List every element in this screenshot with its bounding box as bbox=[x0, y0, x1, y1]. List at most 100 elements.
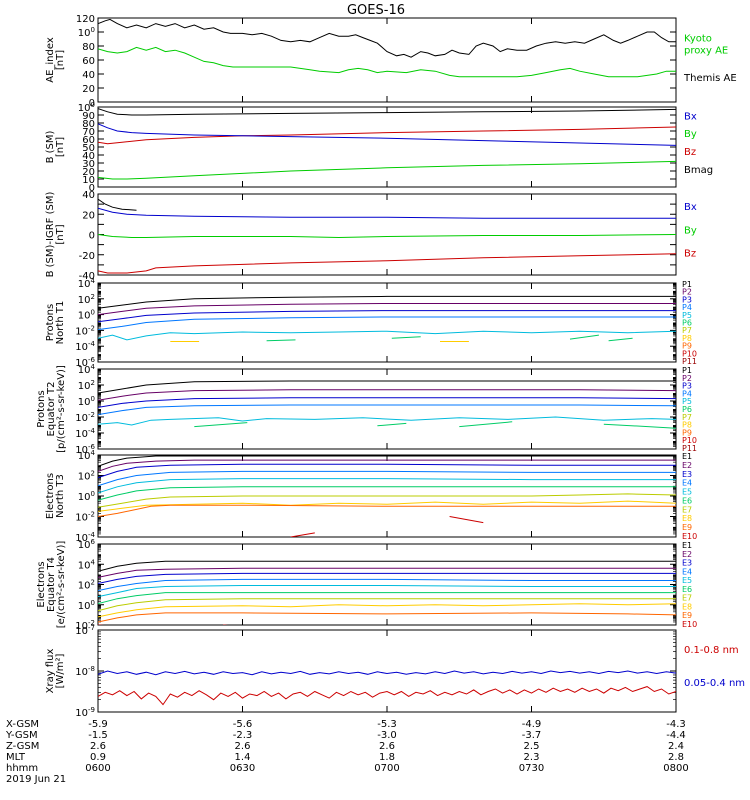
legend-entry: E1 bbox=[682, 452, 692, 461]
x-annotation-value: -4.3 bbox=[666, 719, 686, 730]
y-tick-label: 0 bbox=[89, 231, 95, 242]
series-line bbox=[98, 500, 676, 512]
y-tick-label: 100 bbox=[78, 395, 95, 408]
x-annotation-value: 2.6 bbox=[379, 741, 395, 752]
legend-entry: P2 bbox=[682, 374, 692, 383]
y-tick-label: 10-4 bbox=[75, 531, 95, 544]
x-annotation-value: 2.6 bbox=[235, 741, 251, 752]
y-tick-label: 10-2 bbox=[75, 411, 95, 424]
series-line bbox=[98, 108, 676, 116]
series-line bbox=[608, 337, 633, 342]
series-group bbox=[98, 108, 676, 180]
y-tick-label: 100 bbox=[78, 26, 95, 39]
x-annotation-value: -3.0 bbox=[377, 730, 397, 741]
y-tick-label: 102 bbox=[78, 470, 95, 483]
series-line bbox=[98, 160, 676, 180]
series-line bbox=[98, 303, 676, 316]
y-tick-label: 100 bbox=[78, 309, 95, 322]
legend-entry: Bz bbox=[684, 248, 696, 259]
y-tick-label: 100 bbox=[78, 101, 95, 114]
y-tick-label: 40 bbox=[82, 70, 95, 81]
y-axis-label: [nT] bbox=[55, 137, 66, 157]
y-tick-label: 0 bbox=[89, 98, 95, 109]
series-line bbox=[98, 585, 676, 598]
series-line bbox=[98, 670, 676, 676]
y-tick-label: -40 bbox=[79, 271, 95, 282]
x-annotation-value: 0630 bbox=[230, 763, 255, 774]
series-line bbox=[569, 334, 599, 340]
series-line bbox=[98, 493, 676, 508]
x-annotation-row-label: Z-GSM bbox=[6, 741, 39, 752]
x-annotation-value: 0700 bbox=[374, 763, 399, 774]
legend-entry: E7 bbox=[682, 505, 692, 514]
series-line bbox=[98, 598, 676, 612]
series-line bbox=[98, 198, 137, 211]
y-tick-label: 102 bbox=[78, 293, 95, 306]
x-annotation-value: 0730 bbox=[519, 763, 544, 774]
y-axis-label: Electrons bbox=[45, 473, 56, 519]
series-line bbox=[98, 397, 676, 408]
x-annotation-value: 0.9 bbox=[90, 752, 106, 763]
y-tick-label: 60 bbox=[82, 56, 95, 67]
series-line bbox=[98, 46, 676, 78]
x-annotation-row-label: MLT bbox=[6, 752, 26, 763]
series-line bbox=[98, 603, 676, 618]
series-line bbox=[266, 339, 296, 342]
panel-frame bbox=[97, 282, 677, 363]
panel-electrons_t4: 10-2 100 102 104 106 Electrons Equator T4 [e/(c… bbox=[36, 538, 697, 632]
series-group bbox=[98, 560, 676, 625]
series-line bbox=[449, 516, 484, 524]
y-tick-label: 10-2 bbox=[75, 619, 95, 632]
series-line bbox=[98, 123, 676, 146]
series-line bbox=[459, 421, 513, 428]
y-tick-label: 10 bbox=[82, 175, 95, 186]
y-tick-label: 10-9 bbox=[75, 706, 95, 719]
legend-entry: Bz bbox=[684, 147, 696, 158]
y-tick-label: 80 bbox=[82, 42, 95, 53]
panel-frame bbox=[97, 193, 677, 276]
legend-entry: P8 bbox=[682, 421, 692, 430]
series-line bbox=[98, 478, 676, 494]
legend-entry: E8 bbox=[682, 602, 692, 611]
y-axis-label: [nT] bbox=[55, 224, 66, 244]
legend-entry: E4 bbox=[682, 567, 692, 576]
x-annotation-value: -4.4 bbox=[666, 730, 686, 741]
y-tick-label: 104 bbox=[78, 277, 96, 290]
y-tick-label: 10-2 bbox=[75, 324, 95, 337]
panel-frame bbox=[97, 106, 677, 188]
x-annotation-value: 0800 bbox=[663, 763, 688, 774]
y-axis-label: B (SM)-IGRF (SM) bbox=[45, 192, 56, 278]
panel-electrons_t3: 10-4 10-2 100 102 104 Electrons North T3 E1E2E3… bbox=[45, 449, 697, 544]
x-annotation-row-label: X-GSM bbox=[6, 719, 39, 730]
y-tick-label: 30 bbox=[82, 159, 95, 170]
y-axis-label: [nT] bbox=[55, 50, 66, 70]
legend-entry: proxy AE bbox=[684, 46, 728, 57]
series-line bbox=[98, 404, 676, 416]
series-group bbox=[98, 295, 676, 342]
x-annotation-value: -5.9 bbox=[88, 719, 108, 730]
series-line bbox=[98, 207, 676, 219]
legend-entry: E5 bbox=[682, 488, 692, 497]
series-line bbox=[98, 567, 676, 578]
y-tick-label: 70 bbox=[82, 127, 95, 138]
y-tick-label: 10-7 bbox=[75, 624, 95, 637]
y-tick-label: 102 bbox=[78, 379, 95, 392]
series-line bbox=[98, 470, 676, 487]
series-line bbox=[98, 126, 676, 145]
y-axis-label: Equator T2 bbox=[46, 382, 57, 437]
y-tick-label: 80 bbox=[82, 119, 95, 130]
series-line bbox=[98, 459, 676, 472]
series-line bbox=[98, 330, 676, 341]
series-line bbox=[98, 234, 676, 239]
y-tick-label: 10-6 bbox=[75, 356, 95, 369]
series-group bbox=[98, 670, 676, 706]
series-line bbox=[98, 486, 676, 501]
y-tick-label: 106 bbox=[78, 538, 96, 551]
legend-entry: P11 bbox=[682, 444, 697, 453]
y-tick-label: 0 bbox=[89, 183, 95, 194]
x-annotation-value: -5.6 bbox=[233, 719, 253, 730]
